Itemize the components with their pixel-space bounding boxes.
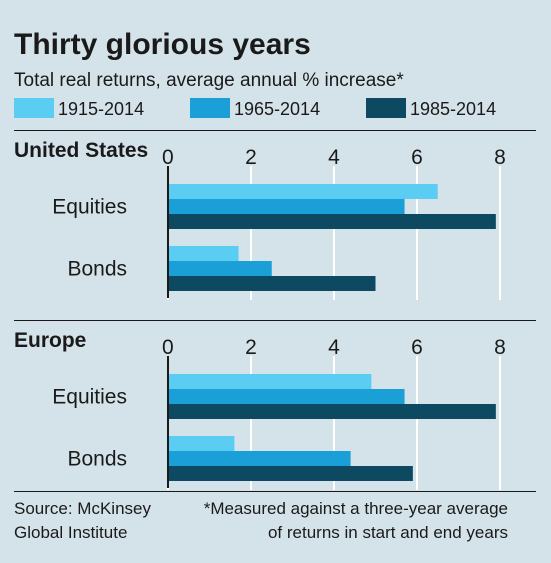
panel-title: United States [14,139,148,162]
bar-equities-1965-2014 [168,199,405,214]
bar-equities-1915-2014 [168,374,372,389]
panel-united-states: United States 0 2 4 6 8 Equities Bonds [14,130,536,300]
bar-bonds-1985-2014 [168,466,413,481]
legend-label-1965-2014: 1965-2014 [234,99,320,119]
bar-bonds-1915-2014 [168,246,239,261]
tick-label: 6 [411,336,423,359]
chart-subtitle: Total real returns, average annual % inc… [14,70,404,91]
bar-equities-1985-2014 [168,214,496,229]
source-line-1: Source: McKinsey [14,499,151,518]
bar-equities-1965-2014 [168,389,405,404]
category-label: Bonds [67,448,127,471]
tick-label: 4 [328,336,340,359]
footnote-line-1: *Measured against a three-year average [204,499,508,518]
legend: 1915-2014 1965-2014 1985-2014 [14,98,496,119]
tick-label: 4 [328,146,340,169]
bar-bonds-1915-2014 [168,436,235,451]
legend-swatch-1915-2014 [14,98,54,118]
panel-title: Europe [14,329,86,352]
legend-swatch-1965-2014 [190,98,230,118]
bar-equities-1915-2014 [168,184,438,199]
bar-bonds-1965-2014 [168,261,272,276]
source-line-2: Global Institute [14,523,127,542]
chart-title: Thirty glorious years [14,28,311,61]
tick-label: 2 [245,336,257,359]
legend-label-1915-2014: 1915-2014 [58,99,144,119]
tick-label: 8 [494,336,506,359]
footnote-line-2: of returns in start and end years [268,523,508,542]
panel-europe: Europe 0 2 4 6 8 Equities Bonds [14,320,536,490]
tick-label: 8 [494,146,506,169]
bar-bonds-1985-2014 [168,276,376,291]
bar-equities-1985-2014 [168,404,496,419]
chart-panels: United States 0 2 4 6 8 Equities Bonds Europe 0 2 4… [14,130,536,492]
bar-bonds-1965-2014 [168,451,351,466]
category-label: Equities [52,196,127,219]
tick-label: 6 [411,146,423,169]
tick-label: 2 [245,146,257,169]
tick-label: 0 [162,146,174,169]
legend-label-1985-2014: 1985-2014 [410,99,496,119]
category-label: Equities [52,386,127,409]
tick-label: 0 [162,336,174,359]
category-label: Bonds [67,258,127,281]
legend-swatch-1985-2014 [366,98,406,118]
